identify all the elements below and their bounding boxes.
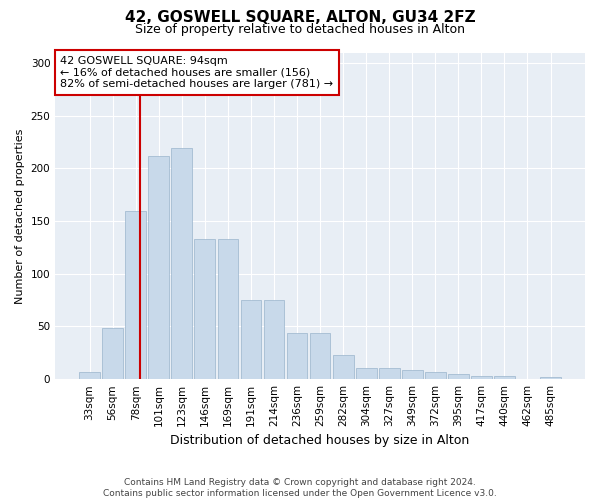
Text: 42 GOSWELL SQUARE: 94sqm
← 16% of detached houses are smaller (156)
82% of semi-: 42 GOSWELL SQUARE: 94sqm ← 16% of detach… <box>61 56 334 89</box>
Bar <box>241 300 262 379</box>
Bar <box>263 300 284 379</box>
Bar <box>540 377 561 379</box>
Bar <box>125 210 146 379</box>
Text: 42, GOSWELL SQUARE, ALTON, GU34 2FZ: 42, GOSWELL SQUARE, ALTON, GU34 2FZ <box>125 10 475 25</box>
Bar <box>356 368 377 379</box>
Bar <box>402 370 422 379</box>
Bar <box>448 374 469 379</box>
Bar <box>218 239 238 379</box>
Text: Contains HM Land Registry data © Crown copyright and database right 2024.
Contai: Contains HM Land Registry data © Crown c… <box>103 478 497 498</box>
Bar <box>148 156 169 379</box>
Bar <box>425 372 446 379</box>
Bar <box>79 372 100 379</box>
X-axis label: Distribution of detached houses by size in Alton: Distribution of detached houses by size … <box>170 434 470 448</box>
Bar <box>287 333 307 379</box>
Bar <box>471 376 492 379</box>
Bar <box>333 355 353 379</box>
Text: Size of property relative to detached houses in Alton: Size of property relative to detached ho… <box>135 22 465 36</box>
Bar <box>379 368 400 379</box>
Y-axis label: Number of detached properties: Number of detached properties <box>15 128 25 304</box>
Bar <box>102 328 123 379</box>
Bar <box>172 148 192 379</box>
Bar <box>194 239 215 379</box>
Bar <box>494 376 515 379</box>
Bar <box>310 333 331 379</box>
